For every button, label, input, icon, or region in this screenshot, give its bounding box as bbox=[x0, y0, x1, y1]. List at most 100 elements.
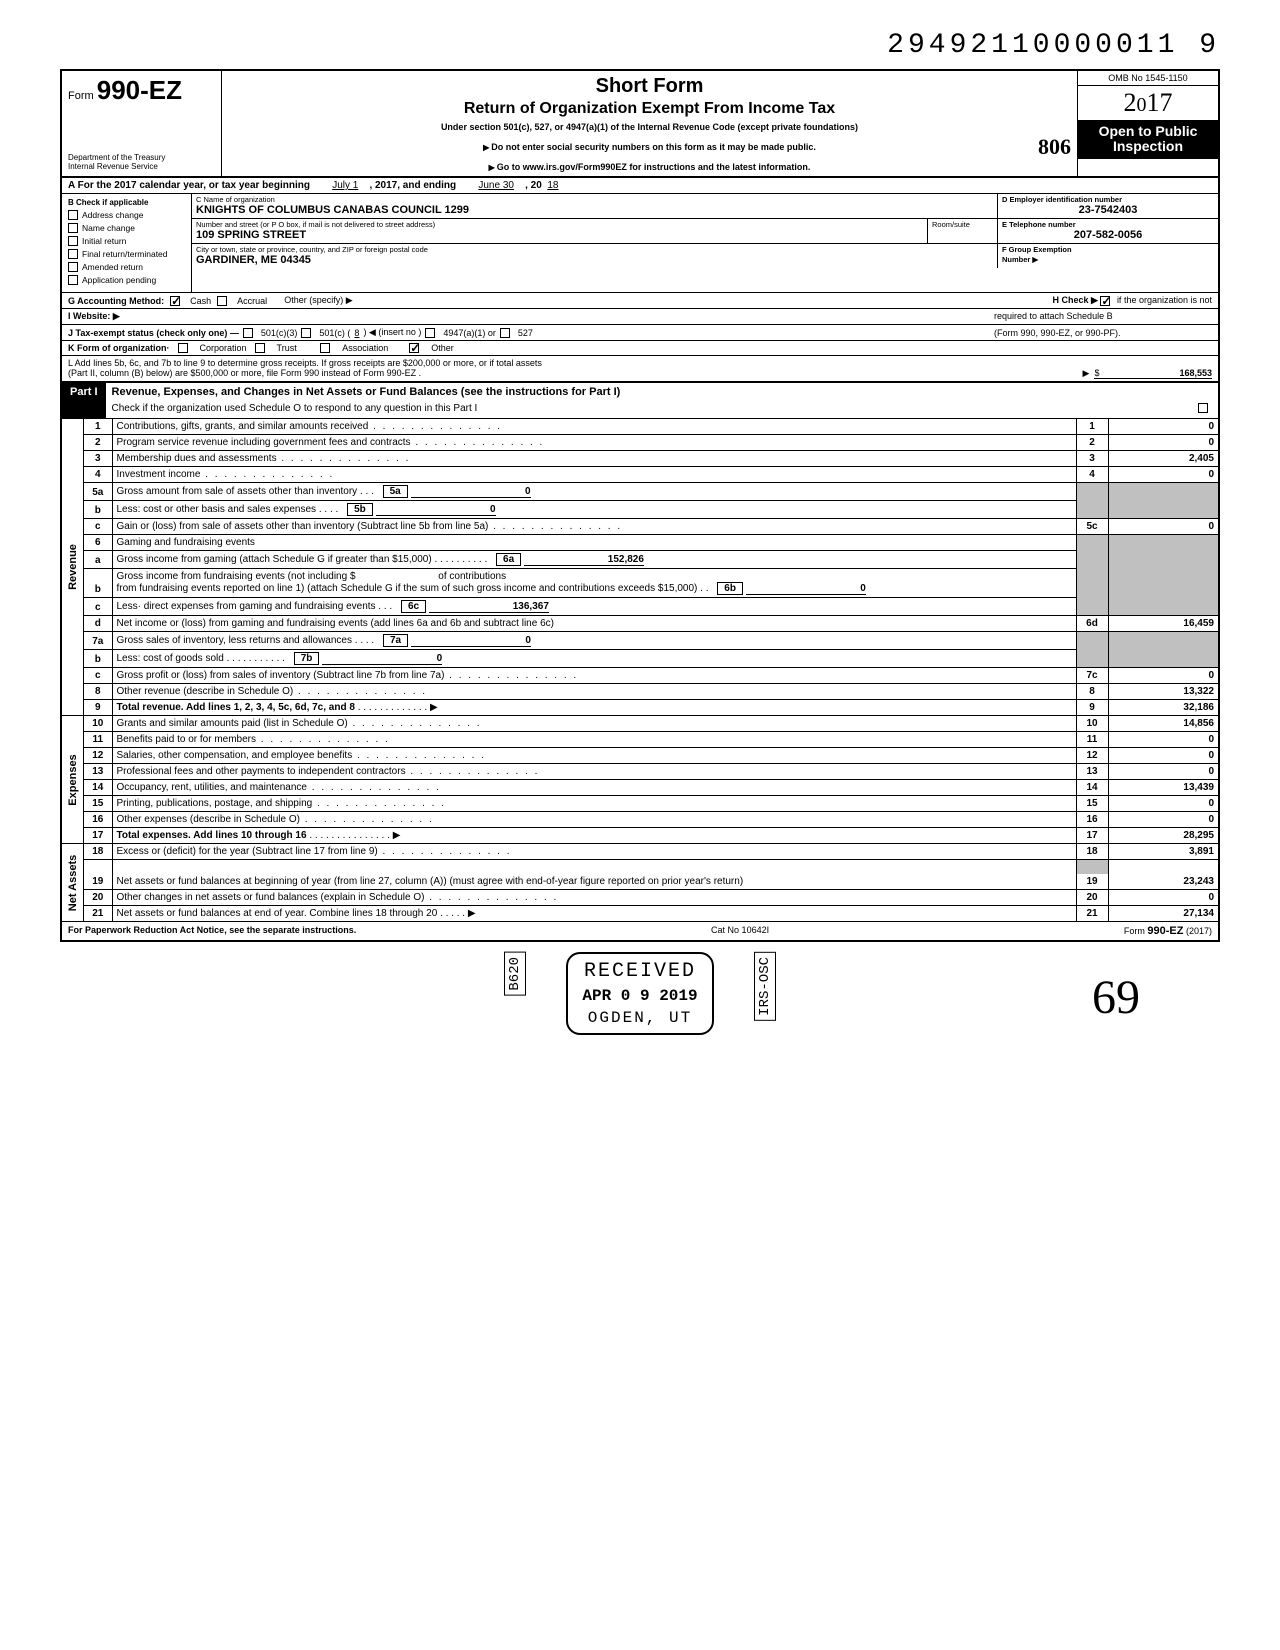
form-number: 990-EZ bbox=[97, 75, 182, 105]
col-b-head: B Check if applicable bbox=[68, 198, 185, 207]
footer-mid: Cat No 10642I bbox=[711, 925, 769, 937]
line20-desc: Other changes in net assets or fund bala… bbox=[112, 890, 1076, 906]
form-header: Form 990-EZ Department of the Treasury I… bbox=[62, 71, 1218, 178]
chk-accrual[interactable] bbox=[217, 296, 227, 306]
lbl-accounting: G Accounting Method: bbox=[68, 296, 164, 306]
col-b: B Check if applicable Address change Nam… bbox=[62, 194, 192, 292]
line19-val: 23,243 bbox=[1108, 860, 1218, 890]
line6a-val: 152,826 bbox=[524, 554, 644, 566]
line21-arrow: ▶ bbox=[468, 908, 476, 919]
line7c-val: 0 bbox=[1108, 668, 1218, 684]
line19-desc: Net assets or fund balances at beginning… bbox=[112, 860, 1076, 890]
chk-4947[interactable] bbox=[425, 328, 435, 338]
gross-receipts: 168,553 bbox=[1179, 368, 1212, 379]
lbl-name-change: Name change bbox=[82, 223, 135, 233]
line2-val: 0 bbox=[1108, 435, 1218, 451]
line13-desc: Professional fees and other payments to … bbox=[112, 764, 1076, 780]
line6d-val: 16,459 bbox=[1108, 616, 1218, 632]
handwritten-initial: 69 bbox=[1092, 970, 1140, 1025]
line14-desc: Occupancy, rent, utilities, and maintena… bbox=[112, 780, 1076, 796]
footer-left: For Paperwork Reduction Act Notice, see … bbox=[68, 925, 356, 937]
row-k: K Form of organization· Corporation Trus… bbox=[62, 341, 1218, 356]
handwritten-806: 806 bbox=[1038, 134, 1071, 160]
lbl-org-name: C Name of organization bbox=[192, 194, 997, 204]
line13-val: 0 bbox=[1108, 764, 1218, 780]
part1-header: Part I Revenue, Expenses, and Changes in… bbox=[62, 383, 1218, 419]
line7b-desc: Less: cost of goods sold bbox=[117, 653, 224, 664]
net-assets-label: Net Assets bbox=[67, 854, 79, 910]
received-stamp: RECEIVED APR 0 9 2019 OGDEN, UT bbox=[566, 952, 713, 1035]
lbl-other-org: Other bbox=[431, 343, 454, 353]
lbl-phone: E Telephone number bbox=[998, 219, 1218, 229]
omb-number: OMB No 1545-1150 bbox=[1078, 71, 1218, 86]
chk-no-schedule-b[interactable] bbox=[1100, 296, 1110, 306]
line18-val: 3,891 bbox=[1108, 844, 1218, 860]
chk-amended[interactable] bbox=[68, 262, 78, 272]
lbl-group-number: Number ▶ bbox=[1002, 255, 1038, 264]
line10-desc: Grants and similar amounts paid (list in… bbox=[112, 716, 1076, 732]
chk-final-return[interactable] bbox=[68, 249, 78, 259]
chk-schedule-o[interactable] bbox=[1198, 403, 1208, 413]
form-990ez: Form 990-EZ Department of the Treasury I… bbox=[60, 69, 1220, 942]
entity-block: B Check if applicable Address change Nam… bbox=[62, 194, 1218, 293]
chk-address-change[interactable] bbox=[68, 210, 78, 220]
form-prefix: Form bbox=[68, 90, 94, 102]
lbl-initial-return: Initial return bbox=[82, 236, 126, 246]
part1-label: Part I bbox=[62, 383, 106, 418]
chk-pending[interactable] bbox=[68, 275, 78, 285]
line-a-mid: , 2017, and ending bbox=[369, 180, 456, 191]
stamp-irs-osc: IRS-OSC bbox=[754, 952, 776, 1021]
line5b-val: 0 bbox=[376, 504, 496, 516]
chk-corp[interactable] bbox=[178, 343, 188, 353]
chk-other-org[interactable] bbox=[409, 343, 419, 353]
form-footer: For Paperwork Reduction Act Notice, see … bbox=[62, 921, 1218, 940]
chk-trust[interactable] bbox=[255, 343, 265, 353]
line9-val: 32,186 bbox=[1108, 700, 1218, 716]
line6a-desc: Gross income from gaming (attach Schedul… bbox=[117, 554, 432, 565]
footer-form: 990-EZ bbox=[1147, 925, 1183, 937]
ssn-notice: Do not enter social security numbers on … bbox=[491, 142, 816, 152]
line5c-desc: Gain or (loss) from sale of assets other… bbox=[112, 519, 1076, 535]
revenue-section: Revenue 1Contributions, gifts, grants, a… bbox=[62, 419, 1218, 715]
chk-name-change[interactable] bbox=[68, 223, 78, 233]
street: 109 SPRING STREET bbox=[192, 229, 927, 243]
line11-desc: Benefits paid to or for members bbox=[112, 732, 1076, 748]
line21-val: 27,134 bbox=[1108, 906, 1218, 922]
line-a-prefix: A For the 2017 calendar year, or tax yea… bbox=[68, 180, 310, 191]
line1-val: 0 bbox=[1108, 419, 1218, 435]
expenses-section: Expenses 10Grants and similar amounts pa… bbox=[62, 715, 1218, 843]
lbl-h2: if the organization is not bbox=[1117, 295, 1212, 305]
chk-501c[interactable] bbox=[301, 328, 311, 338]
line21-desc: Net assets or fund balances at end of ye… bbox=[117, 908, 438, 919]
501c-number: 8 bbox=[354, 328, 359, 338]
chk-assoc[interactable] bbox=[320, 343, 330, 353]
lbl-other-method: Other (specify) ▶ bbox=[284, 295, 352, 306]
line8-val: 13,322 bbox=[1108, 684, 1218, 700]
line11-val: 0 bbox=[1108, 732, 1218, 748]
line5a-desc: Gross amount from sale of assets other t… bbox=[117, 486, 358, 497]
line6b-desc3: from fundraising events reported on line… bbox=[117, 583, 698, 594]
lbl-room: Room/suite bbox=[928, 219, 997, 229]
expenses-label: Expenses bbox=[67, 754, 79, 805]
line14-val: 13,439 bbox=[1108, 780, 1218, 796]
line1-desc: Contributions, gifts, grants, and simila… bbox=[112, 419, 1076, 435]
lbl-trust: Trust bbox=[277, 343, 297, 353]
chk-initial-return[interactable] bbox=[68, 236, 78, 246]
goto-notice: Go to www.irs.gov/Form990EZ for instruct… bbox=[230, 162, 1069, 172]
lbl-address-change: Address change bbox=[82, 210, 143, 220]
chk-501c3[interactable] bbox=[243, 328, 253, 338]
lbl-ein: D Employer identification number bbox=[998, 194, 1218, 204]
tax-year-end-yr: 18 bbox=[547, 180, 558, 191]
line7c-desc: Gross profit or (loss) from sales of inv… bbox=[112, 668, 1076, 684]
line17-desc: Total expenses. Add lines 10 through 16 bbox=[117, 830, 307, 841]
row-g-h: G Accounting Method: Cash Accrual Other … bbox=[62, 293, 1218, 309]
revenue-label: Revenue bbox=[67, 544, 79, 590]
chk-cash[interactable] bbox=[170, 296, 180, 306]
received-date: APR 0 9 2019 bbox=[582, 987, 697, 1005]
subtitle: Under section 501(c), 527, or 4947(a)(1)… bbox=[230, 122, 1069, 132]
city: GARDINER, ME 04345 bbox=[192, 254, 997, 268]
line5b-desc: Less: cost or other basis and sales expe… bbox=[117, 504, 317, 515]
tax-year-begin: July 1 bbox=[332, 180, 358, 191]
chk-527[interactable] bbox=[500, 328, 510, 338]
lbl-corp: Corporation bbox=[200, 343, 247, 353]
